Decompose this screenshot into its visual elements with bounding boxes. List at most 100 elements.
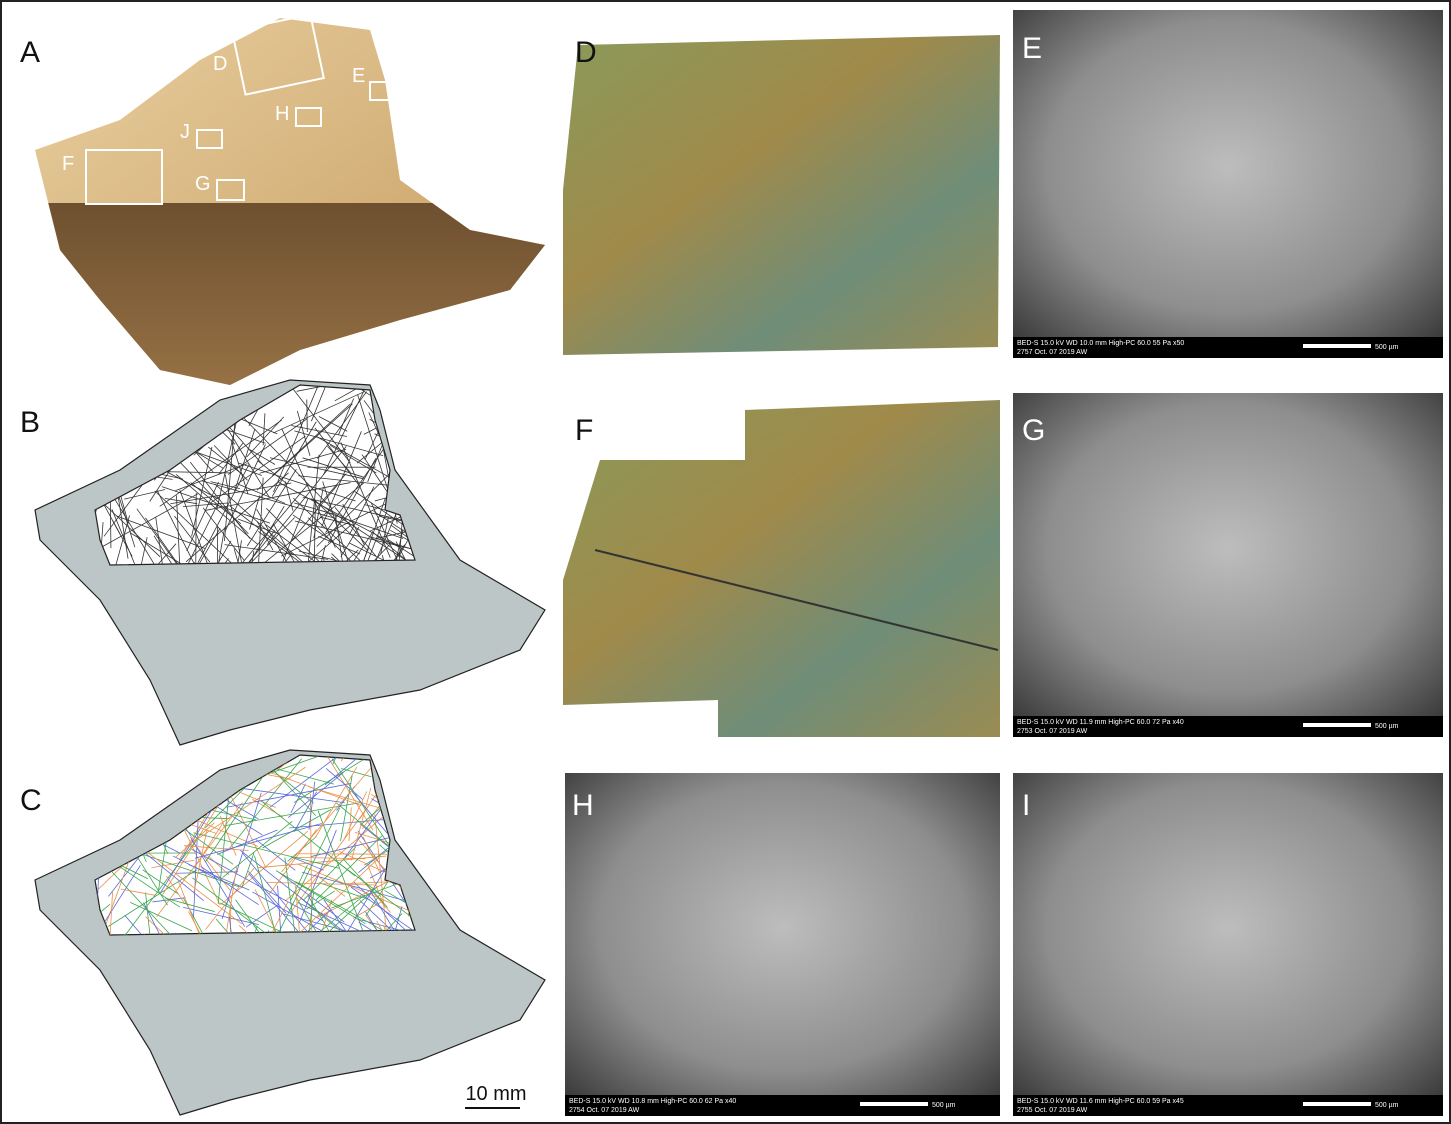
engraved-line	[226, 783, 352, 808]
engraved-line	[210, 435, 306, 504]
engraved-line	[218, 442, 244, 475]
engraved-line	[238, 925, 274, 935]
engraved-line	[262, 413, 266, 446]
engraved-line	[214, 483, 326, 565]
engraved-line	[308, 524, 352, 562]
engraved-line	[293, 498, 396, 565]
engraved-line	[299, 897, 375, 935]
engraved-line	[204, 482, 351, 511]
engraved-line	[186, 481, 219, 552]
box-label: F	[62, 153, 74, 175]
engraved-line	[95, 495, 161, 558]
engraved-line	[350, 886, 414, 932]
engraved-line	[294, 856, 366, 860]
engraved-line	[275, 870, 366, 925]
engraved-line	[133, 841, 243, 925]
engraved-line	[210, 481, 240, 490]
engraved-line	[120, 888, 156, 896]
engraved-line	[289, 485, 338, 543]
sem-info-bar	[565, 1095, 1000, 1116]
engraved-line	[235, 899, 281, 935]
panel-label: G	[1022, 414, 1045, 447]
sem-info: BED-S 15.0 kV WD 11.6 mm High-PC 60.0 59…	[1017, 1098, 1184, 1105]
engraved-line	[183, 906, 260, 926]
engraved-line	[145, 517, 195, 565]
engraved-line	[130, 902, 193, 932]
engraved-line	[205, 853, 230, 876]
engraved-line	[380, 516, 389, 555]
engraved-line	[145, 892, 159, 935]
engraved-line	[105, 484, 181, 565]
sem-image	[565, 773, 1000, 1116]
engraved-line	[156, 490, 209, 565]
engraved-line	[321, 510, 404, 539]
engraved-line	[311, 498, 415, 565]
sem-info-bar	[1013, 1095, 1443, 1116]
engraved-line	[248, 870, 287, 914]
engraved-line	[291, 532, 373, 565]
engraved-line	[295, 886, 304, 935]
engraved-line	[306, 399, 308, 433]
engraved-line	[190, 836, 245, 927]
engraved-line	[112, 520, 133, 557]
engraved-line	[277, 885, 283, 935]
engraved-line	[225, 865, 238, 935]
engraved-line	[215, 918, 260, 935]
sem-scale-bar	[1303, 723, 1371, 727]
engraved-line	[306, 454, 320, 565]
engraved-line	[192, 877, 273, 935]
engraved-line	[290, 864, 308, 901]
engraved-line	[327, 886, 378, 933]
engraved-line	[246, 469, 297, 547]
engraved-line	[240, 850, 350, 935]
engraved-line	[296, 385, 415, 392]
engraved-line	[200, 866, 259, 906]
panel-label: F	[575, 414, 593, 447]
engraved-line	[111, 509, 155, 565]
engraved-line	[260, 482, 365, 565]
sem-info: BED-S 15.0 kV WD 10.0 mm High-PC 60.0 55…	[1017, 340, 1184, 347]
panel-b-drawing	[34, 379, 546, 746]
engraved-line	[365, 911, 415, 935]
engraved-line	[179, 489, 213, 565]
engraved-line	[281, 428, 336, 548]
panel-f-image	[563, 400, 1000, 737]
engraved-line	[258, 531, 327, 565]
engraved-line	[318, 416, 348, 432]
engraved-line	[193, 832, 340, 869]
engraved-line	[230, 439, 249, 495]
sem-info: BED-S 15.0 kV WD 11.9 mm High-PC 60.0 72…	[1017, 719, 1184, 726]
engraved-line	[359, 900, 411, 935]
panel-label: A	[20, 36, 40, 69]
panel-label: E	[1022, 32, 1042, 65]
panel-label: C	[20, 784, 42, 817]
engraved-line	[315, 766, 358, 838]
panel-label: H	[572, 789, 594, 822]
engraved-line	[335, 515, 353, 565]
engraved-line	[315, 835, 383, 901]
engraved-line	[288, 772, 344, 818]
engraved-line	[254, 855, 278, 935]
engraved-line	[317, 875, 346, 897]
engraved-line	[245, 904, 279, 928]
engraved-line	[175, 474, 258, 545]
engraved-line	[248, 505, 285, 565]
engraved-line	[189, 461, 251, 539]
engraved-line	[281, 767, 372, 873]
engraved-line	[176, 495, 182, 565]
sem-scale: 500 µm	[1375, 1102, 1399, 1109]
engraved-line	[313, 499, 369, 552]
sem-info: 2754 Oct. 07 2019 AW	[569, 1107, 640, 1114]
sem-scale: 500 µm	[1375, 344, 1399, 351]
engraved-line	[191, 848, 323, 922]
engraved-line	[335, 860, 415, 927]
box-label: H	[275, 103, 289, 125]
engraved-line	[297, 863, 412, 913]
box-label: G	[195, 173, 211, 195]
engraved-line	[183, 502, 228, 508]
engraved-line	[290, 385, 351, 464]
engraved-line	[269, 457, 364, 480]
engraved-line	[329, 444, 377, 474]
engraved-line	[102, 515, 130, 565]
